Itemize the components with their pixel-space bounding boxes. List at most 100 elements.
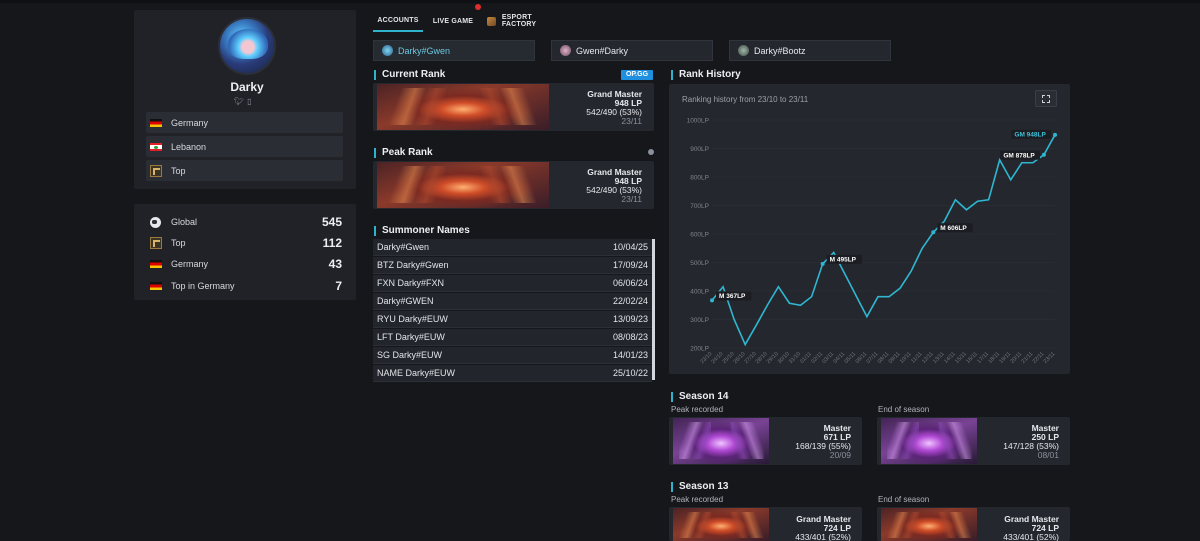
annotation-box bbox=[826, 254, 863, 264]
rank-date: 23/11 bbox=[621, 116, 642, 126]
rank-lp: 724 LP bbox=[1031, 523, 1059, 533]
profile-card: Darky 🐦︎▯ Germany Lebanon Top bbox=[134, 10, 356, 189]
twitter-icon[interactable]: 🐦︎ bbox=[234, 97, 248, 106]
x-tick-label: 10/11 bbox=[899, 351, 913, 365]
summoner-icon bbox=[738, 45, 749, 56]
germany-flag-icon bbox=[150, 118, 162, 127]
x-tick-label: 15/11 bbox=[954, 351, 968, 365]
y-tick-label: 500LP bbox=[690, 260, 709, 267]
x-tick-label: 02/11 bbox=[810, 351, 824, 365]
summoner-names-title: Summoner Names bbox=[374, 225, 470, 236]
rank-history-subtitle: Ranking history from 23/10 to 23/11 bbox=[682, 95, 809, 104]
rank-date: 20/09 bbox=[829, 450, 851, 460]
rank-lp: 671 LP bbox=[823, 432, 851, 442]
current-rank-info: Grand Master 948 LP 542/490 (53%) 23/11 bbox=[586, 90, 642, 126]
summoner-date: 08/08/23 bbox=[612, 332, 648, 342]
season-13-end-card: Grand Master 724 LP 433/401 (52%) bbox=[877, 507, 1070, 541]
x-tick-label: 07/11 bbox=[866, 351, 880, 365]
summoner-date: 17/09/24 bbox=[612, 260, 648, 270]
x-tick-label: 18/11 bbox=[987, 351, 1001, 365]
stat-value: 112 bbox=[322, 236, 342, 250]
current-rank-title: Current Rank bbox=[374, 69, 445, 80]
season-rank-info: Grand Master 724 LP 433/401 (52%) bbox=[795, 515, 851, 541]
account-label: Gwen#Darky bbox=[576, 45, 629, 56]
list-item: SG Darky#EUW 14/01/23 bbox=[373, 347, 652, 364]
summoner-date: 06/06/24 bbox=[612, 278, 648, 288]
current-rank-card: Grand Master 948 LP 542/490 (53%) 23/11 bbox=[373, 83, 654, 131]
tab-live-game[interactable]: LIVE GAME bbox=[432, 17, 474, 25]
rank-record: 433/401 (52%) bbox=[1003, 532, 1059, 541]
y-tick-label: 400LP bbox=[690, 289, 709, 296]
peak-recorded-label: Peak recorded bbox=[671, 495, 724, 504]
rank-record: 433/401 (52%) bbox=[795, 532, 851, 541]
opgg-badge[interactable]: OP.GG bbox=[621, 70, 653, 80]
fullscreen-icon[interactable] bbox=[1035, 90, 1057, 107]
summoner-date: 14/01/23 bbox=[612, 350, 648, 360]
annotation-label: M 495LP bbox=[830, 257, 857, 264]
stat-label: Global bbox=[171, 217, 198, 227]
list-item: FXN Darky#FXN 06/06/24 bbox=[373, 275, 652, 292]
data-point bbox=[710, 298, 714, 303]
rank-date: 23/11 bbox=[621, 194, 642, 204]
season-rank-info: Grand Master 724 LP 433/401 (52%) bbox=[1003, 515, 1059, 541]
account-label: Darky#Bootz bbox=[754, 45, 806, 56]
summoner-name: RYU Darky#EUW bbox=[377, 314, 448, 324]
scrollbar-thumb[interactable] bbox=[652, 239, 655, 380]
account-label: Darky#Gwen bbox=[398, 45, 451, 56]
summoner-name: Darky#GWEN bbox=[377, 296, 434, 306]
account-gwen-darky[interactable]: Gwen#Darky bbox=[551, 40, 713, 61]
account-darky-gwen[interactable]: Darky#Gwen bbox=[373, 40, 535, 61]
rank-record: 542/490 (53%) bbox=[586, 185, 642, 195]
data-point bbox=[820, 261, 825, 266]
x-tick-label: 08/11 bbox=[877, 351, 891, 365]
location-label: Lebanon bbox=[171, 141, 207, 152]
summoner-icon bbox=[382, 45, 393, 56]
x-tick-label: 01/11 bbox=[799, 351, 813, 365]
end-of-season-label: End of season bbox=[878, 405, 930, 414]
season-rank-info: Master 671 LP 168/139 (55%) 20/09 bbox=[795, 424, 851, 460]
x-tick-label: 14/11 bbox=[943, 351, 957, 365]
annotation-label: GM 878LP bbox=[1003, 153, 1035, 160]
rank-record: 542/490 (53%) bbox=[586, 107, 642, 117]
rank-history-line bbox=[711, 134, 1056, 347]
x-tick-label: 16/11 bbox=[965, 351, 979, 365]
rank-tier: Master bbox=[1031, 423, 1059, 433]
stat-label: Top in Germany bbox=[171, 281, 235, 291]
list-item: Darky#GWEN 22/02/24 bbox=[373, 293, 652, 310]
germany-flag-icon bbox=[150, 260, 162, 268]
ladder-stats-card: Global 545 Top 112 Germany 43 Top in Ger… bbox=[134, 204, 356, 300]
stat-top: Top 112 bbox=[150, 233, 342, 253]
y-tick-label: 300LP bbox=[690, 317, 709, 324]
data-point bbox=[1053, 132, 1057, 137]
season-13-title: Season 13 bbox=[671, 481, 728, 492]
y-tick-label: 800LP bbox=[690, 175, 709, 182]
y-tick-label: 900LP bbox=[690, 146, 709, 153]
rank-tier: Grand Master bbox=[796, 514, 851, 524]
location-germany: Germany bbox=[146, 112, 343, 133]
summoner-date: 25/10/22 bbox=[612, 368, 648, 378]
rank-history-chart: 200LP 300LP 400LP 500LP 600LP 700LP 800LP 900LP… bbox=[687, 118, 1057, 365]
rank-lp: 250 LP bbox=[1031, 432, 1059, 442]
summoner-name: NAME Darky#EUW bbox=[377, 368, 456, 378]
rank-history-panel bbox=[669, 84, 1070, 374]
twitch-icon[interactable]: ▯ bbox=[247, 97, 255, 106]
grandmaster-emblem-icon bbox=[673, 508, 769, 541]
globe-icon bbox=[150, 216, 161, 228]
tab-esport-factory[interactable]: ESPORT FACTORY bbox=[487, 10, 567, 32]
summoner-icon bbox=[560, 45, 571, 56]
tab-accounts[interactable]: ACCOUNTS bbox=[373, 10, 423, 32]
list-item: Darky#Gwen 10/04/25 bbox=[373, 239, 652, 256]
summoner-name: BTZ Darky#Gwen bbox=[377, 260, 449, 270]
annotation-label: GM 948LP bbox=[1014, 132, 1046, 139]
list-item: LFT Darky#EUW 08/08/23 bbox=[373, 329, 652, 346]
annotation-label: M 606LP bbox=[940, 225, 967, 232]
annotation-box bbox=[1011, 129, 1051, 139]
y-tick-label: 700LP bbox=[690, 203, 709, 210]
account-darky-bootz[interactable]: Darky#Bootz bbox=[729, 40, 891, 61]
rank-tier: Grand Master bbox=[1004, 514, 1059, 524]
info-icon[interactable] bbox=[648, 149, 654, 155]
x-tick-label: 22/11 bbox=[1032, 351, 1046, 365]
peak-rank-info: Grand Master 948 LP 542/490 (53%) 23/11 bbox=[586, 168, 642, 204]
end-of-season-label: End of season bbox=[878, 495, 930, 504]
lebanon-flag-icon bbox=[150, 142, 162, 151]
